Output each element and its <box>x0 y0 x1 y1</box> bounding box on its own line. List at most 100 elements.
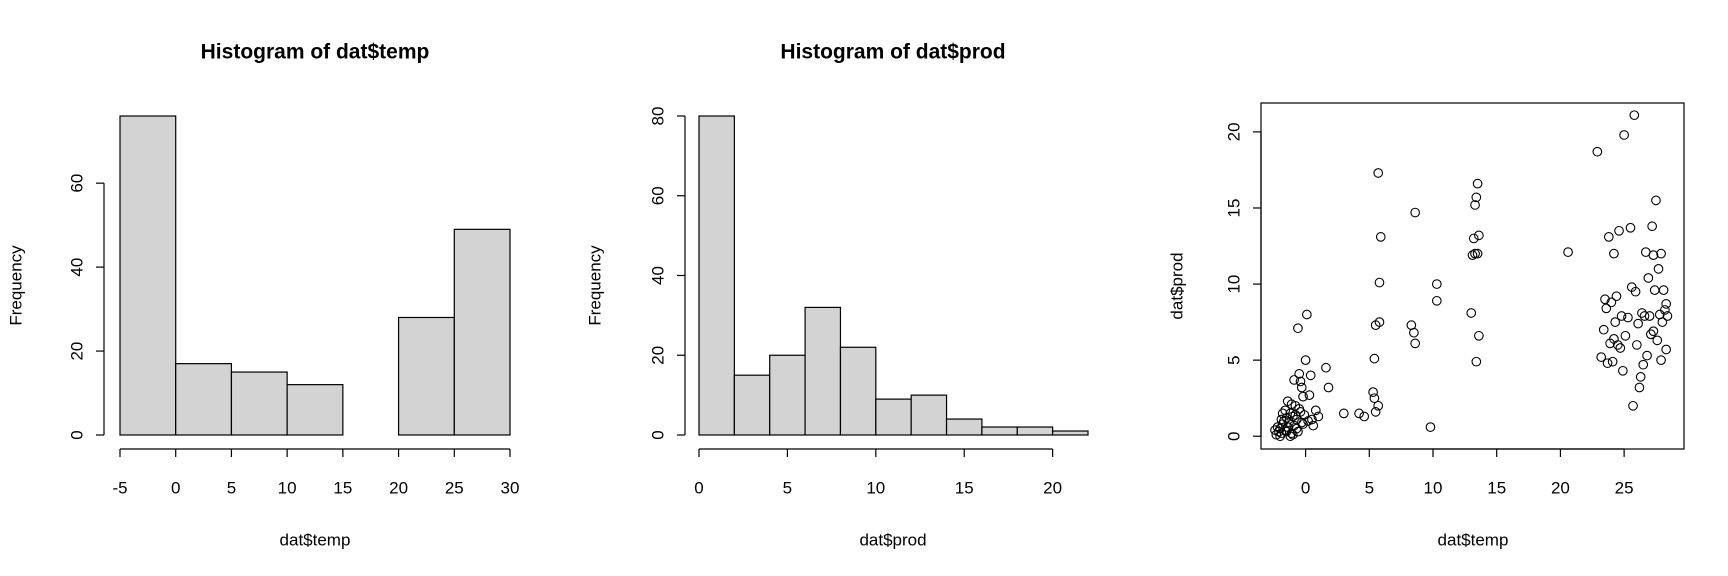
point <box>1286 399 1297 410</box>
point <box>1611 291 1622 302</box>
point <box>1410 207 1421 218</box>
y-tick-label: 0 <box>648 430 667 439</box>
point <box>1629 110 1640 121</box>
x-tick-label: 25 <box>1615 478 1634 497</box>
point <box>1468 233 1479 244</box>
point <box>1354 408 1364 419</box>
point <box>1275 431 1285 442</box>
x-tick-label: 15 <box>333 478 352 497</box>
x-tick-label: 5 <box>227 478 236 497</box>
point <box>1298 391 1308 402</box>
point <box>1470 248 1480 259</box>
point <box>1304 390 1315 400</box>
point <box>1295 407 1306 417</box>
point <box>1643 273 1654 283</box>
y-axis-label: Frequency <box>585 245 604 326</box>
bar <box>769 354 806 436</box>
point <box>1474 230 1484 241</box>
x-axis-label: dat$temp <box>1438 530 1509 549</box>
point <box>1302 309 1312 320</box>
point <box>1410 338 1421 349</box>
bar <box>804 306 842 436</box>
point <box>1656 248 1666 259</box>
point <box>1277 408 1288 419</box>
bar <box>839 346 877 436</box>
y-tick-label: 0 <box>67 430 86 439</box>
point <box>1338 408 1349 419</box>
point <box>1300 355 1311 365</box>
point <box>1425 422 1436 432</box>
point <box>1466 308 1477 318</box>
point <box>1646 329 1656 340</box>
point <box>1296 382 1307 393</box>
point <box>1661 344 1672 355</box>
point <box>1370 407 1381 417</box>
y-tick-label: 15 <box>1224 199 1243 218</box>
x-tick-label: 0 <box>694 478 703 497</box>
point <box>1617 365 1628 376</box>
point <box>1472 248 1483 259</box>
chart-title: Histogram of dat$temp <box>201 41 430 64</box>
bar <box>733 374 771 436</box>
point <box>1467 250 1478 261</box>
y-tick-label: 80 <box>648 107 667 126</box>
point <box>1374 317 1385 327</box>
x-tick-label: 10 <box>866 478 885 497</box>
point <box>1639 311 1650 321</box>
point <box>1638 359 1649 370</box>
point <box>1369 393 1380 404</box>
y-axis-label: dat$prod <box>1167 252 1186 319</box>
bar <box>875 398 912 436</box>
point <box>1614 225 1624 236</box>
point <box>1620 330 1631 341</box>
x-axis-label: dat$prod <box>859 530 926 549</box>
point <box>1291 423 1302 434</box>
point <box>1619 130 1629 140</box>
bar <box>453 228 511 436</box>
point <box>1632 340 1642 350</box>
point <box>1592 146 1603 157</box>
bar <box>1016 426 1054 436</box>
point <box>1276 414 1287 425</box>
point <box>1648 326 1659 337</box>
y-tick-label: 20 <box>1224 122 1243 141</box>
y-tick-label: 60 <box>67 174 86 193</box>
y-axis-label: Frequency <box>6 245 25 326</box>
point <box>1290 410 1301 420</box>
point <box>1270 425 1280 435</box>
x-tick-label: 30 <box>501 478 520 497</box>
x-tick-label: 15 <box>955 478 974 497</box>
point <box>1652 335 1663 346</box>
bar <box>230 371 288 436</box>
x-tick-label: 20 <box>1043 478 1062 497</box>
point <box>1648 250 1659 261</box>
point <box>1606 297 1617 308</box>
point <box>1603 232 1614 242</box>
point <box>1651 195 1661 206</box>
point <box>1470 200 1480 210</box>
point <box>1471 356 1482 367</box>
point <box>1313 411 1324 422</box>
bar <box>981 426 1018 436</box>
point <box>1307 414 1317 425</box>
point <box>1474 330 1484 341</box>
y-tick-label: 60 <box>648 186 667 205</box>
x-tick-label: -5 <box>112 478 127 497</box>
point <box>1272 422 1283 432</box>
x-tick-label: 20 <box>389 478 408 497</box>
point <box>1635 372 1646 382</box>
point <box>1369 353 1380 364</box>
point <box>1310 405 1321 416</box>
point <box>1657 317 1668 327</box>
y-tick-label: 5 <box>1224 355 1243 364</box>
point <box>1294 368 1305 379</box>
point <box>1373 168 1384 178</box>
point <box>1634 382 1645 393</box>
point <box>1321 362 1331 373</box>
point <box>1661 298 1672 309</box>
y-tick-label: 40 <box>67 258 86 277</box>
bar <box>119 115 177 436</box>
x-tick-label: 20 <box>1551 478 1570 497</box>
